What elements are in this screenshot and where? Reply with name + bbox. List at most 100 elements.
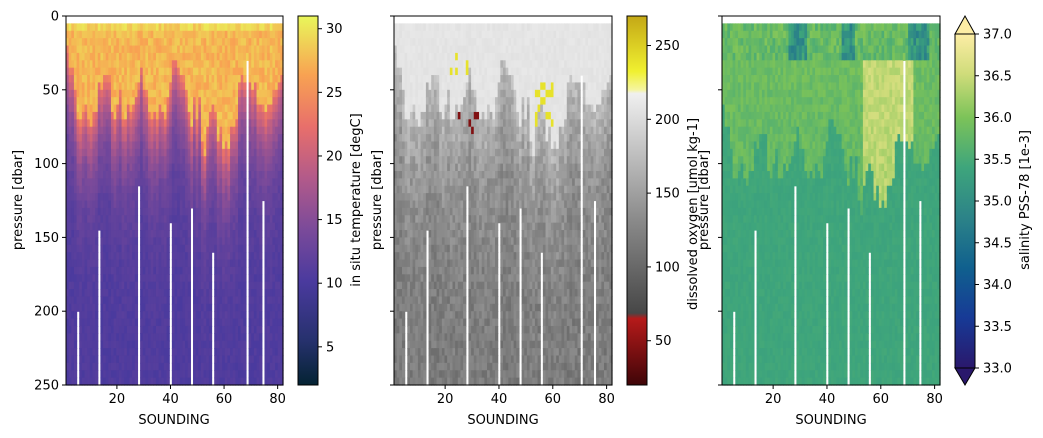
heatmap-cell [409,333,414,342]
heatmap-cell [97,67,102,76]
heatmap-cell [179,38,184,47]
heatmap-cell [142,141,146,150]
heatmap-cell [79,134,83,143]
heatmap-cell [198,156,202,165]
heatmap-cell [153,325,157,334]
heatmap-cell [238,311,242,320]
heatmap-cell [171,148,176,157]
heatmap-cell [232,274,236,283]
heatmap-cell [200,355,205,364]
heatmap-cell [179,170,184,179]
heatmap-cell [132,370,136,379]
heatmap-cell [100,215,104,224]
heatmap-cell [259,200,263,209]
heatmap-cell [224,244,229,253]
heatmap-cell [420,148,424,157]
heatmap-cell [163,52,168,61]
heatmap-cell [251,148,255,157]
heatmap-cell [124,311,128,320]
heatmap-cell [200,141,205,150]
heatmap-cell [235,178,239,187]
heatmap-cell [224,178,229,187]
heatmap-cell [121,340,125,349]
heatmap-cell [431,266,435,275]
heatmap-cell [171,333,176,342]
heatmap-cell [224,193,229,202]
heatmap-cell [277,348,281,357]
heatmap-cell [203,348,207,357]
heatmap-cell [449,178,454,187]
heatmap-cell [216,170,221,179]
heatmap-cell [158,75,162,84]
heatmap-cell [251,193,255,202]
heatmap-cell [124,97,128,106]
heatmap-cell [240,60,244,69]
heatmap-cell [256,303,260,312]
heatmap-cell [396,185,400,194]
heatmap-cell [232,318,236,327]
heatmap-cell [431,215,435,224]
heatmap-cell [76,89,80,98]
heatmap-cell [238,134,242,143]
heatmap-cell [214,333,218,342]
heatmap-cell [455,23,459,32]
heatmap-cell [214,244,218,253]
heatmap-cell [203,30,207,39]
heatmap-cell [66,237,70,246]
heatmap-cell [76,230,80,238]
heatmap-cell [92,370,96,379]
heatmap-cell [420,141,424,150]
heatmap-cell [452,311,456,320]
heatmap-cell [89,75,94,84]
heatmap-cell [161,178,165,187]
heatmap-cell [100,23,104,32]
heatmap-cell [272,89,276,98]
heatmap-cell [420,296,424,305]
heatmap-cell [158,222,162,231]
heatmap-cell [73,82,78,91]
heatmap-cell [124,89,128,98]
heatmap-cell [177,303,181,312]
heatmap-cell [166,281,170,290]
heatmap-cell [439,193,443,202]
heatmap-cell [150,348,154,357]
heatmap-cell [76,252,80,261]
heatmap-cell [420,38,424,47]
heatmap-cell [256,355,260,364]
heatmap-cell [81,252,86,261]
heatmap-cell [280,156,284,165]
heatmap-cell [166,296,170,305]
heatmap-cell [275,193,279,202]
heatmap-cell [68,252,72,261]
heatmap-cell [264,230,268,238]
heatmap-cell [195,134,199,143]
heatmap-cell [232,89,236,98]
heatmap-cell [195,45,199,54]
heatmap-cell [171,266,176,275]
heatmap-cell [417,370,422,379]
heatmap-cell [166,141,170,150]
heatmap-cell [441,296,446,305]
heatmap-cell [222,200,226,209]
heatmap-cell [73,252,78,261]
heatmap-cell [163,274,168,283]
heatmap-cell [153,237,157,246]
heatmap-cell [214,266,218,275]
heatmap-cell [190,97,194,106]
heatmap-cell [187,244,191,253]
heatmap-cell [92,259,96,268]
heatmap-cell [116,82,120,91]
heatmap-cell [211,230,215,238]
heatmap-cell [100,244,104,253]
heatmap-cell [251,296,255,305]
heatmap-cell [259,222,263,231]
heatmap-cell [89,119,94,128]
heatmap-cell [89,259,94,268]
heatmap-cell [248,126,252,135]
heatmap-cell [182,303,186,312]
heatmap-cell [134,126,139,135]
heatmap-cell [105,134,109,143]
heatmap-cell [206,281,210,290]
heatmap-cell [404,296,408,305]
heatmap-cell [404,259,408,268]
